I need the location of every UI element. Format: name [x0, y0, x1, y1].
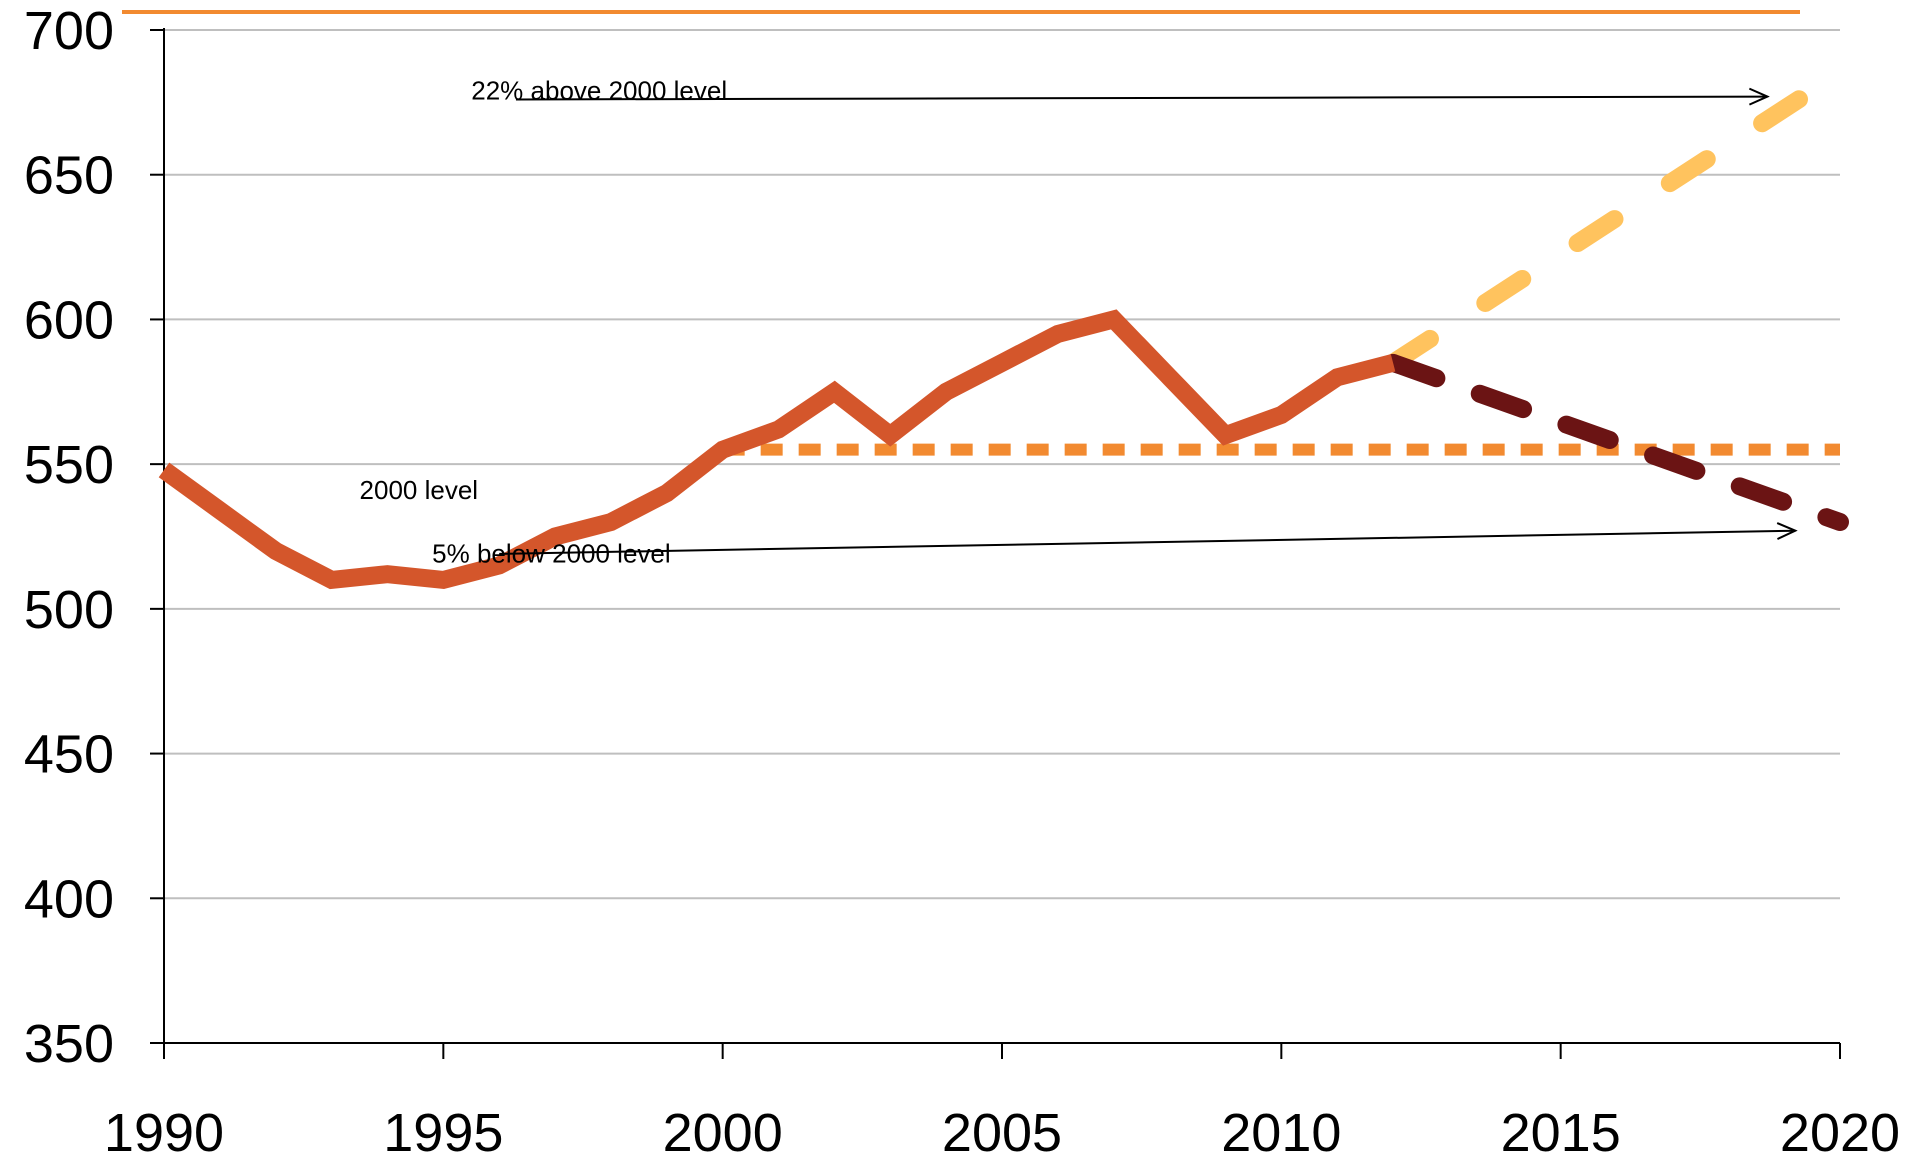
series-lines [158, 81, 1849, 590]
y-tick-label-450: 450 [24, 725, 114, 785]
x-tick-label-2015: 2015 [1501, 1103, 1621, 1157]
gridlines [150, 29, 1840, 1044]
x-tick-label-1990: 1990 [104, 1103, 224, 1157]
projection-low-line [1384, 353, 1849, 532]
x-tick-label-2000: 2000 [663, 1103, 783, 1157]
annotation-22pct-above-arrow [515, 97, 1767, 100]
x-tick-label-2010: 2010 [1221, 1103, 1341, 1157]
y-tick-label-700: 700 [24, 1, 114, 61]
historical-line [158, 309, 1396, 590]
annotation-5pct-below-arrow [499, 531, 1795, 555]
annotation-2000-level-label: 2000 level [360, 475, 479, 505]
y-tick-label-350: 350 [24, 1014, 114, 1074]
y-tick-label-550: 550 [24, 435, 114, 495]
axes [163, 28, 1841, 1059]
annotation-22pct-above-label: 22% above 2000 level [471, 75, 727, 105]
y-tick-label-500: 500 [24, 580, 114, 640]
y-tick-labels: 350 400 450 500 550 600 650 700 [24, 1, 114, 1074]
x-tick-label-1995: 1995 [383, 1103, 503, 1157]
projection-high-line [1384, 81, 1822, 372]
y-tick-label-650: 650 [24, 146, 114, 206]
x-tick-labels: 1990 1995 2000 2005 2010 2015 2020 [104, 1103, 1900, 1157]
y-tick-label-600: 600 [24, 290, 114, 350]
y-tick-label-400: 400 [24, 869, 114, 929]
x-tick-label-2005: 2005 [942, 1103, 1062, 1157]
x-tick-label-2020: 2020 [1780, 1103, 1900, 1157]
